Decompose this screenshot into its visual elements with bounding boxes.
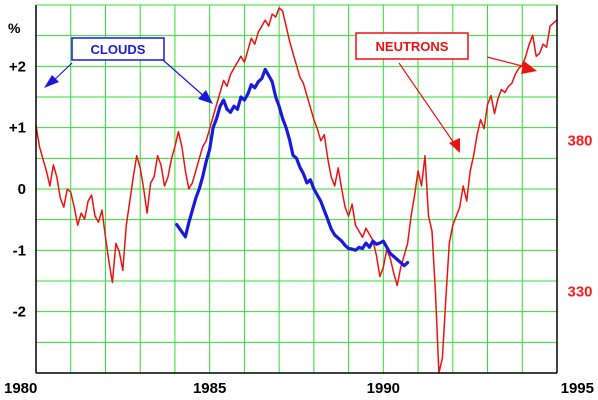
neutrons-arrow-down xyxy=(398,62,457,147)
grid-lines xyxy=(36,5,557,373)
neutrons-legend-box xyxy=(355,32,469,60)
x-tick-label: 1985 xyxy=(193,380,226,397)
right-tick-label: 380 xyxy=(567,133,592,150)
left-tick-label: 0 xyxy=(18,181,26,198)
clouds-series-line xyxy=(175,67,410,268)
left-axis-unit: % xyxy=(8,20,21,36)
x-tick-label: 1980 xyxy=(4,380,37,397)
left-tick-label: -2 xyxy=(13,304,26,321)
tick-labels: +2+10-1-24303803301980198519901995 xyxy=(4,58,594,397)
clouds-legend-label: CLOUDS xyxy=(91,42,146,57)
clouds-arrowhead-right xyxy=(198,90,213,104)
left-tick-label: +1 xyxy=(9,120,26,137)
annotation-arrows xyxy=(44,56,537,153)
axes xyxy=(35,4,558,374)
x-tick-label: 1990 xyxy=(367,380,400,397)
clouds-legend: CLOUDS xyxy=(71,37,165,61)
neutrons-legend: NEUTRONS xyxy=(355,32,469,60)
clouds-arrow-right xyxy=(162,59,207,99)
neutrons-arrowhead-down xyxy=(449,138,460,153)
left-tick-label: -1 xyxy=(13,242,26,259)
neutrons-arrowhead-right xyxy=(521,61,537,74)
neutrons-arrow-right xyxy=(486,56,527,68)
neutrons-legend-label: NEUTRONS xyxy=(376,39,449,54)
clouds-legend-box xyxy=(71,37,165,61)
left-tick-label: +2 xyxy=(9,58,26,75)
x-tick-label: 1995 xyxy=(561,380,594,397)
neutrons-series-line xyxy=(35,7,558,374)
right-tick-label: 330 xyxy=(567,284,592,301)
clouds-arrowhead-left xyxy=(44,75,59,88)
series-layer xyxy=(35,7,558,374)
